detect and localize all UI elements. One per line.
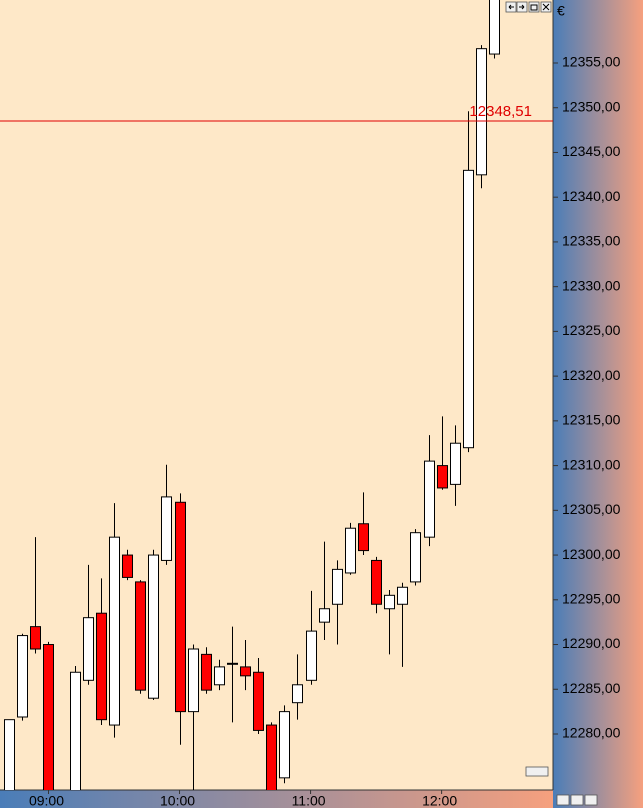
candle-body: [227, 662, 238, 665]
candle-body: [214, 666, 225, 686]
y-axis-panel: [553, 0, 643, 808]
candle-body: [292, 684, 303, 704]
x-tick-label: 09:00: [29, 793, 64, 808]
y-tick-label: 12285,00: [562, 680, 621, 696]
candle-body: [30, 626, 41, 650]
candle-body: [96, 612, 107, 721]
btn-scroll-left[interactable]: [556, 794, 570, 806]
candle-body: [384, 594, 395, 610]
candle-body: [148, 554, 159, 699]
price-line-label: 12348,51: [469, 103, 532, 120]
y-tick-label: 12315,00: [562, 412, 621, 428]
candle-body: [306, 630, 317, 681]
candle-body: [424, 460, 435, 538]
candle-body: [201, 653, 212, 691]
candle-body: [319, 608, 330, 623]
currency-label: €: [557, 3, 565, 19]
x-tick-label: 12:00: [422, 793, 457, 808]
x-tick-label: 11:00: [292, 793, 326, 808]
candle-body: [476, 48, 487, 176]
candle-body: [437, 465, 448, 489]
y-tick-label: 12310,00: [562, 456, 621, 472]
candle-body: [240, 666, 251, 677]
y-tick-label: 12330,00: [562, 277, 621, 293]
scroll-controls[interactable]: [525, 766, 598, 806]
btn-scroll-right[interactable]: [570, 794, 584, 806]
candle-body: [279, 711, 290, 779]
candle-body: [17, 635, 28, 718]
x-axis-panel: [0, 790, 553, 808]
candle-body: [109, 536, 120, 726]
candle-body: [175, 501, 186, 713]
y-tick-label: 12350,00: [562, 98, 621, 114]
y-tick-label: 12290,00: [562, 635, 621, 651]
y-tick-label: 12345,00: [562, 143, 621, 159]
candle-body: [266, 724, 277, 790]
y-tick-label: 12340,00: [562, 188, 621, 204]
y-tick-label: 12325,00: [562, 322, 621, 338]
y-tick-label: 12280,00: [562, 725, 621, 741]
candle-body: [188, 648, 199, 713]
candle-body: [358, 523, 369, 552]
candle-body: [450, 442, 461, 485]
btn-scroll-end[interactable]: [584, 794, 598, 806]
btn-restore[interactable]: [528, 1, 540, 13]
candle-body: [253, 671, 264, 731]
candle-body: [43, 644, 54, 790]
btn-zoom[interactable]: [525, 766, 549, 777]
candle-body: [83, 617, 94, 681]
candle-body: [161, 496, 172, 561]
candle-body: [489, 0, 500, 55]
candle-body: [122, 554, 133, 578]
y-tick-label: 12305,00: [562, 501, 621, 517]
y-tick-label: 12335,00: [562, 233, 621, 249]
y-tick-label: 12355,00: [562, 54, 621, 70]
candle-body: [345, 527, 356, 574]
candle-body: [332, 568, 343, 605]
y-tick-label: 12300,00: [562, 546, 621, 562]
candle-body: [410, 532, 421, 583]
y-tick-label: 12320,00: [562, 367, 621, 383]
candles: [4, 0, 500, 790]
candle-body: [397, 586, 408, 605]
candle-body: [371, 559, 382, 605]
x-tick-label: 10:00: [160, 793, 195, 808]
candle-body: [135, 581, 146, 691]
candle-body: [463, 169, 474, 449]
y-tick-label: 12295,00: [562, 590, 621, 606]
window-buttons[interactable]: [505, 1, 552, 13]
candle-body: [70, 671, 81, 790]
candle-body: [4, 719, 15, 790]
btn-icons: [508, 3, 550, 11]
